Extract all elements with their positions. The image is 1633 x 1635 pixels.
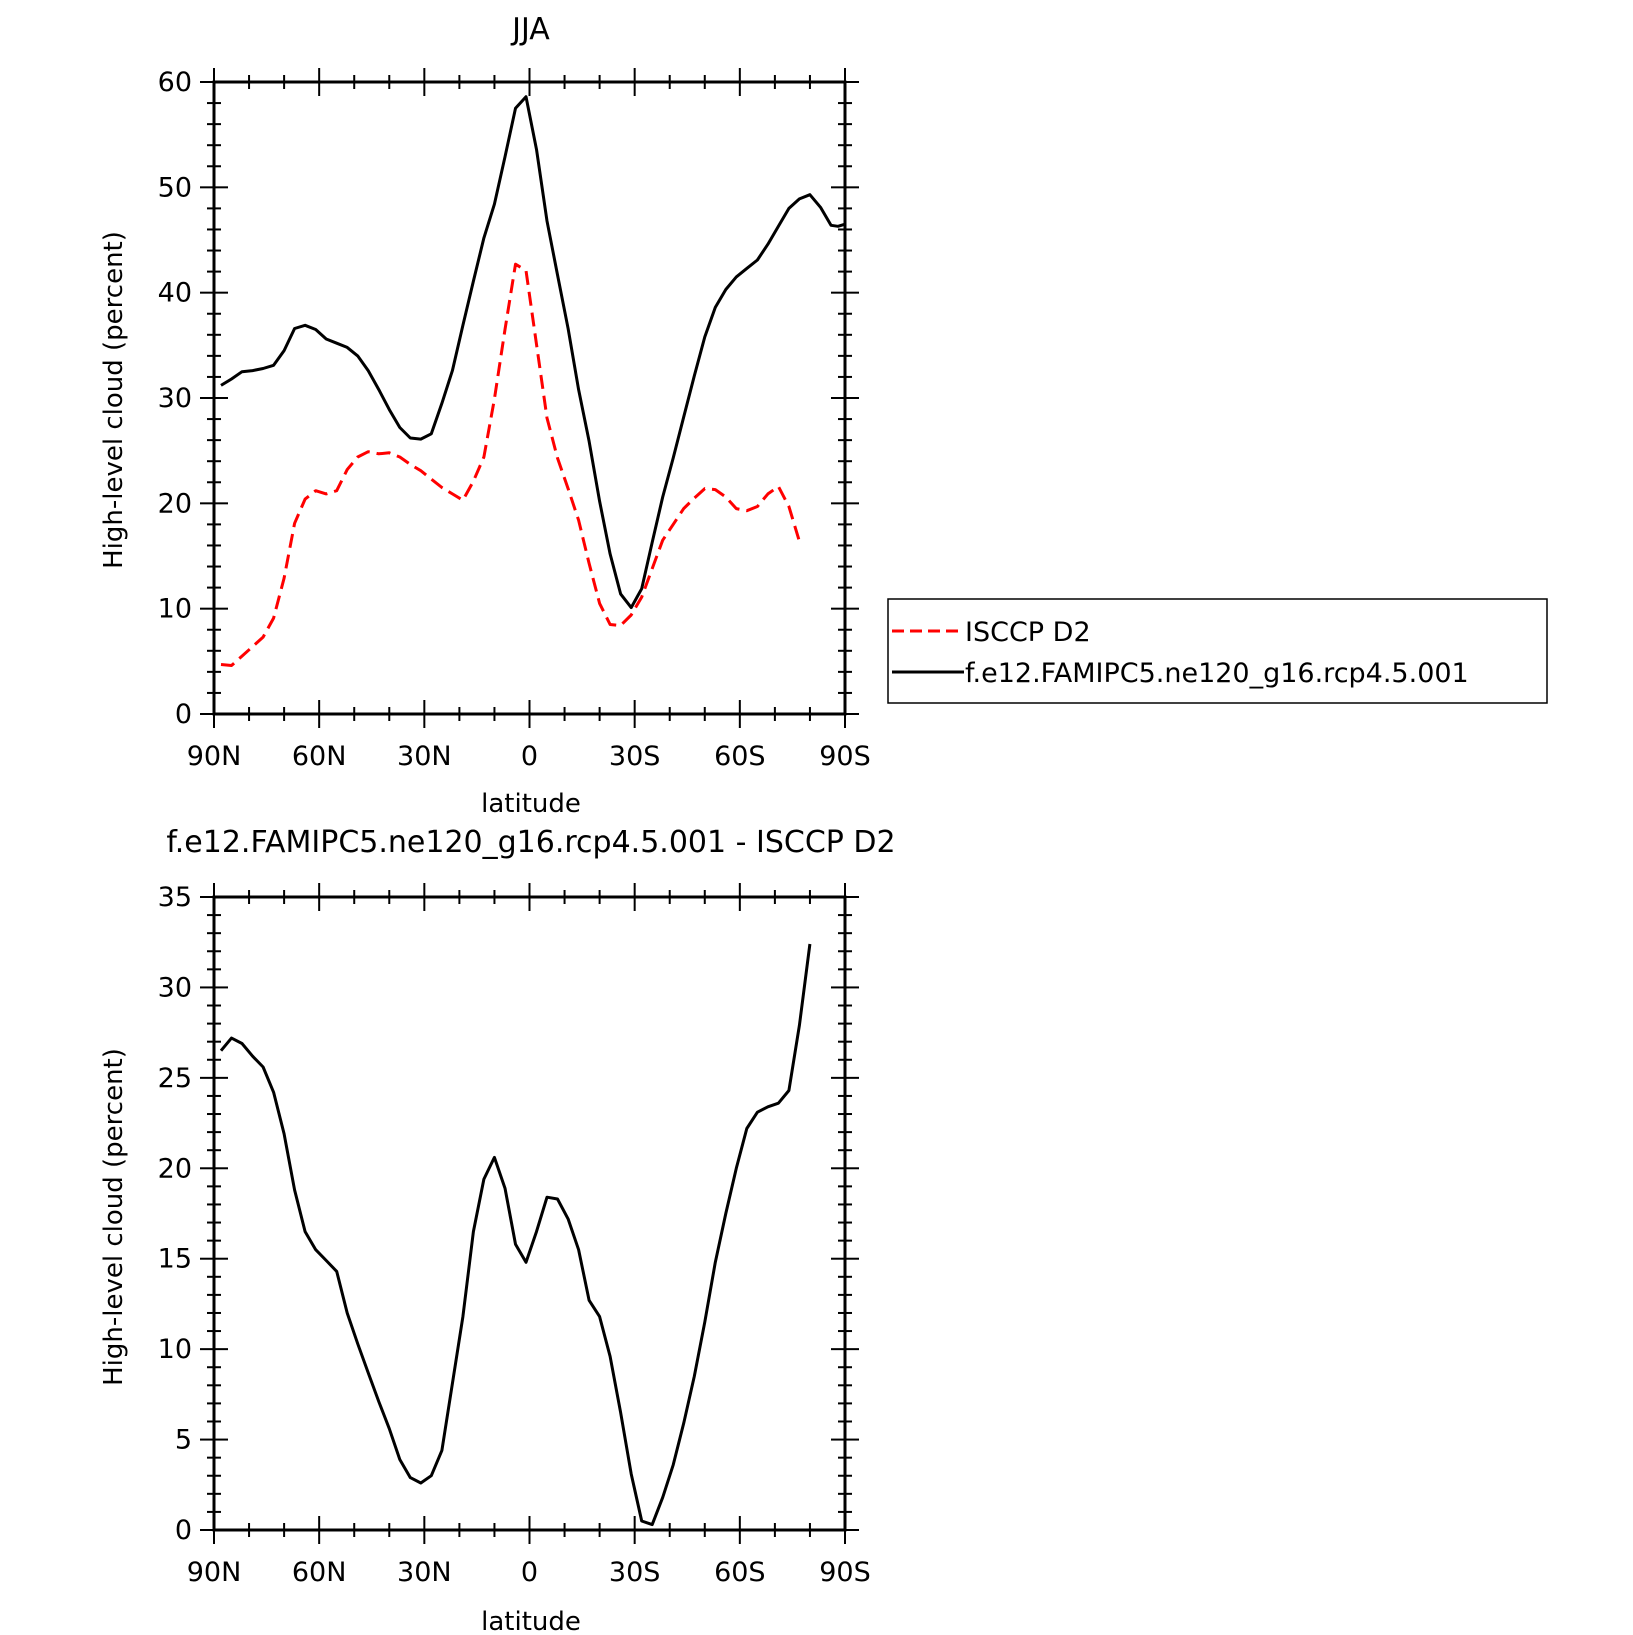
top-series-line-1 <box>220 262 801 667</box>
bottom-series-line-0 <box>219 943 812 1527</box>
top-y-tick-label: 10 <box>158 594 192 625</box>
top-x-tick-label: 60S <box>714 741 766 772</box>
bottom-y-tick-label: 15 <box>158 1244 192 1275</box>
top-x-tick-label: 30N <box>397 741 452 772</box>
bottom-y-axis-label: High-level cloud (percent) <box>99 1048 129 1386</box>
bottom-x-tick-label: 90S <box>819 1557 871 1588</box>
bottom-y-tick-label: 25 <box>158 1063 192 1094</box>
top-y-tick-label: 20 <box>158 488 192 519</box>
legend-label-isccp: ISCCP D2 <box>965 617 1091 648</box>
top-x-tick-label: 60N <box>292 741 347 772</box>
bottom-x-axis-label: latitude <box>481 1607 581 1635</box>
bottom-x-tick-label: 30N <box>397 1557 452 1588</box>
top-chart-title: JJA <box>510 12 550 47</box>
legend-box <box>887 598 1548 704</box>
top-series-line-0 <box>220 95 847 610</box>
bottom-panel: f.e12.FAMIPC5.ne120_g16.rcp4.5.001 - ISC… <box>99 825 896 1635</box>
top-panel: JJA 0 10 20 30 40 50 60 90N 60N 30N 0 30S 60S 90S lat… <box>99 12 871 819</box>
bottom-y-tick-label: 0 <box>175 1515 192 1546</box>
top-x-tick-label: 30S <box>609 741 661 772</box>
top-plot-frame <box>212 80 847 716</box>
top-y-tick-label: 30 <box>158 383 192 414</box>
top-y-tick-label: 60 <box>158 67 192 98</box>
top-x-tick-label: 0 <box>521 741 538 772</box>
bottom-y-tick-label: 30 <box>158 972 192 1003</box>
top-x-tick-label: 90N <box>187 741 242 772</box>
bottom-x-tick-label: 90N <box>187 1557 242 1588</box>
bottom-plot-area: 0 5 10 15 20 25 30 35 90N 60N 30N 0 30S 60S 90S <box>158 882 871 1588</box>
top-x-tick-label: 90S <box>819 741 871 772</box>
bottom-x-tick-label: 60N <box>292 1557 347 1588</box>
legend-label-model: f.e12.FAMIPC5.ne120_g16.rcp4.5.001 <box>965 658 1469 689</box>
bottom-x-tick-label: 0 <box>521 1557 538 1588</box>
bottom-y-tick-label: 35 <box>158 882 192 913</box>
bottom-y-tick-label: 10 <box>158 1334 192 1365</box>
top-y-tick-label: 40 <box>158 278 192 309</box>
bottom-y-tick-label: 5 <box>175 1425 192 1456</box>
top-y-axis-label: High-level cloud (percent) <box>99 231 129 569</box>
top-plot-area: 0 10 20 30 40 50 60 90N 60N 30N 0 30S 60S 90S <box>158 67 871 772</box>
top-y-tick-label: 50 <box>158 172 192 203</box>
bottom-x-tick-label: 60S <box>714 1557 766 1588</box>
legend: ISCCP D2 f.e12.FAMIPC5.ne120_g16.rcp4.5.… <box>887 598 1548 704</box>
bottom-y-tick-label: 20 <box>158 1153 192 1184</box>
bottom-plot-frame <box>212 895 847 1532</box>
bottom-chart-title: f.e12.FAMIPC5.ne120_g16.rcp4.5.001 - ISC… <box>166 825 895 860</box>
top-y-tick-label: 0 <box>175 699 192 730</box>
bottom-x-tick-label: 30S <box>609 1557 661 1588</box>
top-x-axis-label: latitude <box>481 789 581 819</box>
